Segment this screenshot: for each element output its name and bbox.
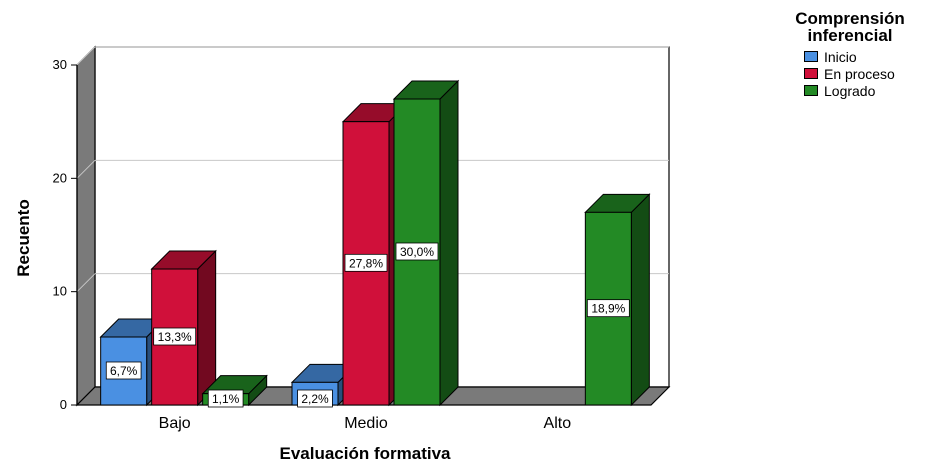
data-label: 30,0% [400,245,434,259]
y-tick-label: 10 [53,284,67,299]
data-label-box [395,242,439,261]
data-label: 6,7% [110,364,138,378]
x-tick-label: Bajo [159,415,191,432]
data-label-box [105,361,142,380]
legend-title: Comprensión inferencial [795,9,905,45]
x-axis-title: Evaluación formativa [279,444,451,463]
x-tick-label: Alto [544,415,572,432]
gridline-side [76,46,96,66]
legend-label: En proceso [824,65,895,82]
data-label: 13,3% [158,330,192,344]
legend-label: Logrado [824,82,876,99]
x-tick-label: Medio [344,415,388,432]
bar-side [439,79,459,407]
y-axis-ticks: 0 10 20 30 [53,57,78,412]
legend-item: Inicio [804,48,932,65]
data-label-box [586,299,630,318]
gridline-side [76,159,96,179]
legend-swatch [804,68,818,79]
bar-logrado-alto: 18,9% [584,193,651,407]
y-tick-label: 30 [53,57,67,72]
y-axis-title: Recuento [14,199,33,277]
bar-logrado-medio: 30,0% [392,79,460,407]
bar-logrado-bajo: 1,1% [201,374,268,408]
gridline-side [76,273,96,293]
bar-en-proceso-bajo: 13,3% [150,249,217,407]
y-tick-label: 20 [53,170,67,185]
data-label-box [297,389,333,408]
side-wall [76,45,96,407]
legend-label: Inicio [824,48,857,65]
bar-side [630,193,650,407]
data-label: 2,2% [301,392,329,406]
legend-item: En proceso [804,65,932,82]
legend-swatch [804,51,818,62]
legend-items: Inicio En proceso Logrado [804,48,932,99]
legend: Comprensión inferencial Inicio En proceso… [768,10,932,99]
data-label-box [207,389,244,408]
data-label: 27,8% [349,256,383,270]
legend-swatch [804,85,818,96]
data-label: 18,9% [591,302,625,316]
y-tick-label: 0 [60,397,67,412]
x-axis-tick-labels: Bajo Medio Alto [159,415,572,432]
bar-inicio-medio: 2,2% [290,363,358,408]
bars: 6,7% 13,3% 1,1% 2,2% 27,8% 30,0% 18,9% [99,79,651,408]
data-label-box [153,327,197,346]
data-label-box [344,253,388,272]
legend-item: Logrado [804,82,932,99]
bar-side [197,249,217,407]
data-label: 1,1% [212,392,240,406]
